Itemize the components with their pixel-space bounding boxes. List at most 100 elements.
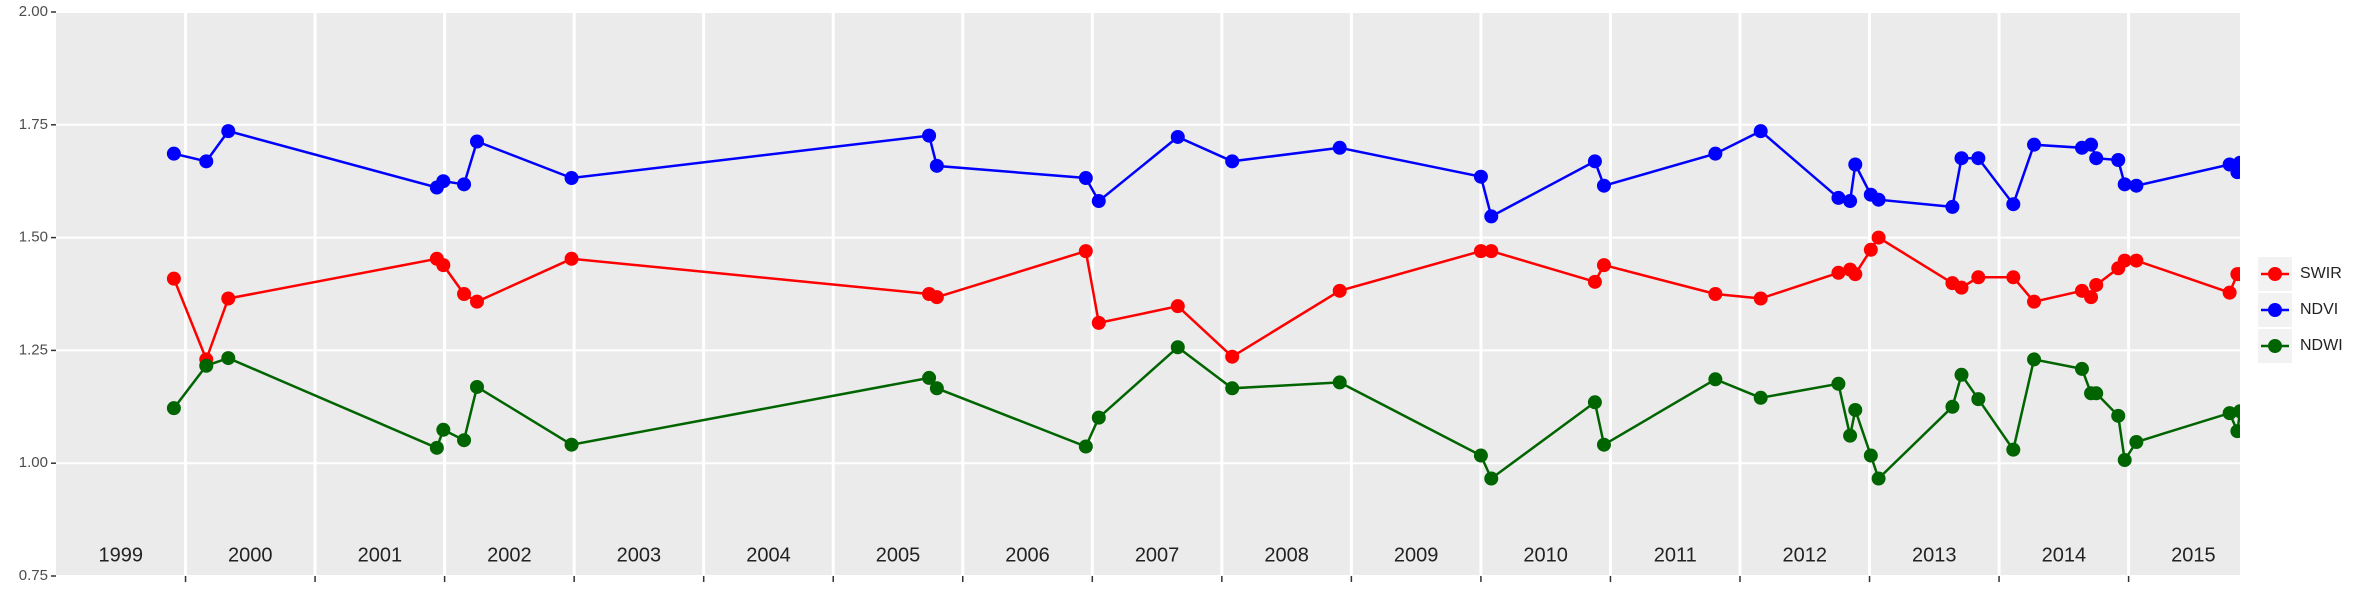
point xyxy=(1945,399,1960,414)
point xyxy=(1753,291,1768,306)
point xyxy=(1708,372,1723,387)
point xyxy=(2006,442,2021,457)
point xyxy=(929,290,944,305)
y-tick-label: 1.75 xyxy=(19,116,48,133)
point xyxy=(2006,270,2021,285)
point xyxy=(1225,349,1240,364)
year-label: 2006 xyxy=(1005,544,1050,566)
year-label: 2005 xyxy=(876,544,921,566)
point xyxy=(2117,177,2132,192)
point xyxy=(221,351,236,366)
point xyxy=(1871,471,1886,486)
point xyxy=(1170,340,1185,355)
point xyxy=(469,379,484,394)
point xyxy=(1332,375,1347,390)
point xyxy=(1332,283,1347,298)
point xyxy=(429,440,444,455)
point xyxy=(457,177,472,192)
point xyxy=(1863,448,1878,463)
point xyxy=(2089,151,2104,166)
legend-dot xyxy=(2268,267,2282,281)
point xyxy=(1473,244,1488,259)
point xyxy=(2089,386,2104,401)
point xyxy=(1871,192,1886,207)
point xyxy=(564,251,579,266)
point xyxy=(436,258,451,273)
point xyxy=(929,158,944,173)
point xyxy=(1078,244,1093,259)
y-tick-label: 2.00 xyxy=(19,3,48,20)
point xyxy=(1091,410,1106,425)
legend-dot xyxy=(2268,303,2282,317)
point xyxy=(1753,124,1768,139)
point xyxy=(1484,471,1499,486)
year-label: 2011 xyxy=(1654,544,1697,566)
point xyxy=(2129,253,2144,268)
point xyxy=(1225,154,1240,169)
point xyxy=(1596,178,1611,193)
point xyxy=(1848,402,1863,417)
year-label: 2003 xyxy=(617,544,662,566)
point xyxy=(2074,361,2089,376)
point xyxy=(2111,408,2126,423)
point xyxy=(1596,437,1611,452)
point xyxy=(1170,299,1185,314)
point xyxy=(2129,434,2144,449)
point xyxy=(1753,390,1768,405)
point xyxy=(2027,294,2042,309)
point xyxy=(1587,154,1602,169)
year-label: 2007 xyxy=(1135,544,1180,566)
legend-dot xyxy=(2268,339,2282,353)
point xyxy=(1971,270,1986,285)
point xyxy=(564,171,579,186)
legend-label: NDVI xyxy=(2300,301,2338,318)
point xyxy=(166,271,181,286)
point xyxy=(1848,267,1863,282)
year-label: 2000 xyxy=(228,544,273,566)
year-label: 1999 xyxy=(99,544,144,566)
point xyxy=(1091,315,1106,330)
point xyxy=(199,154,214,169)
year-label: 2012 xyxy=(1783,544,1828,566)
y-tick-label: 1.25 xyxy=(19,341,48,358)
series-line xyxy=(173,129,2242,219)
point xyxy=(564,437,579,452)
point xyxy=(2117,453,2132,468)
point xyxy=(1708,287,1723,301)
year-label: 2009 xyxy=(1394,544,1439,566)
point xyxy=(1954,280,1969,295)
y-tick-label: 1.00 xyxy=(19,454,48,471)
point xyxy=(2084,137,2099,152)
year-label: 2008 xyxy=(1264,544,1309,566)
point xyxy=(457,287,472,301)
point xyxy=(1831,376,1846,391)
point xyxy=(2129,178,2144,193)
point xyxy=(922,370,937,385)
plot-background xyxy=(56,12,2240,576)
point xyxy=(1971,392,1986,407)
point xyxy=(1091,194,1106,209)
point xyxy=(1708,146,1723,161)
point xyxy=(457,433,472,448)
point xyxy=(1170,129,1185,144)
point xyxy=(1843,194,1858,209)
point xyxy=(436,422,451,437)
year-label: 2001 xyxy=(358,544,403,566)
point xyxy=(2084,290,2099,305)
point xyxy=(1971,151,1986,166)
point xyxy=(1484,209,1499,224)
point xyxy=(1078,171,1093,186)
point xyxy=(1596,258,1611,273)
point xyxy=(2111,152,2126,167)
point xyxy=(1954,367,1969,382)
year-label: 2014 xyxy=(2042,544,2087,566)
point xyxy=(166,146,181,161)
point xyxy=(1587,274,1602,289)
point xyxy=(2027,137,2042,152)
point xyxy=(1484,244,1499,259)
point xyxy=(1831,265,1846,280)
y-tick-label: 1.50 xyxy=(19,229,48,246)
year-label: 2004 xyxy=(746,544,791,566)
point xyxy=(1945,199,1960,214)
